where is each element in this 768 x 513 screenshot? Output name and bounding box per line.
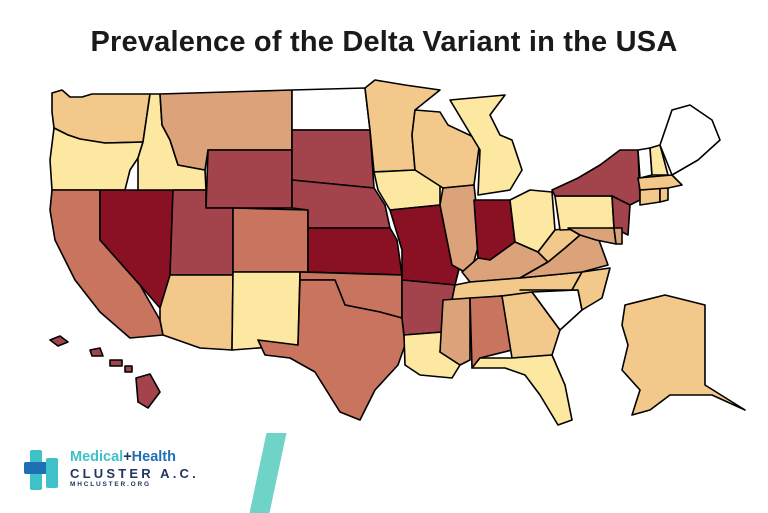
state-MI (449, 94, 523, 196)
state-RI (659, 187, 669, 203)
state-PA (554, 195, 615, 231)
state-GA (501, 291, 561, 359)
state-DE (613, 227, 623, 245)
logo-name: Medical+Health (70, 449, 176, 465)
logo-cluster: CLUSTER A.C. (70, 466, 199, 481)
state-NY (551, 149, 641, 206)
state-AZ (159, 274, 234, 351)
state-NH (649, 144, 669, 176)
state-MD (567, 227, 617, 245)
state-KS (307, 227, 403, 276)
logo-url: MHCLUSTER.ORG (70, 481, 151, 488)
logo-word-medical: Medical (70, 449, 124, 465)
logo-plus: + (123, 449, 132, 465)
state-HI (49, 335, 161, 409)
medical-cross-icon (24, 450, 58, 490)
state-NC (519, 267, 611, 311)
logo: Medical+Health CLUSTER A.C. MHCLUSTER.OR… (24, 448, 254, 492)
state-FL (471, 354, 573, 426)
state-AL (469, 295, 513, 369)
state-NJ (611, 195, 631, 236)
state-NM (231, 271, 301, 351)
state-WY (205, 149, 293, 209)
state-AK (621, 294, 746, 416)
state-MS (439, 297, 471, 366)
map-title: Prevalence of the Delta Variant in the U… (90, 26, 678, 58)
state-ME (659, 104, 721, 176)
logo-word-health: Health (131, 449, 176, 465)
state-TX (257, 279, 406, 421)
state-SD (291, 129, 375, 189)
state-CO (232, 207, 309, 273)
state-ND (291, 87, 371, 131)
